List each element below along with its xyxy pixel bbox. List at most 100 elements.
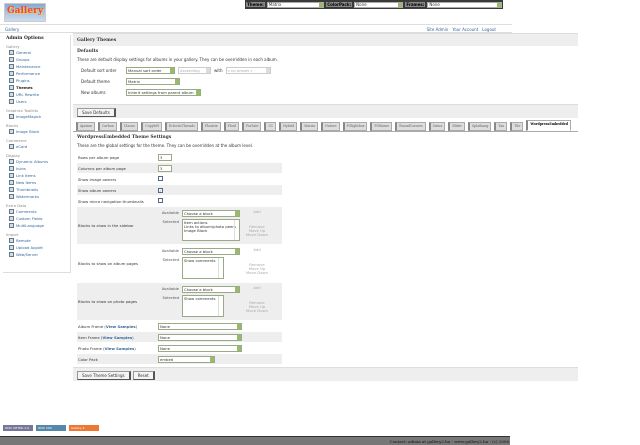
gallery-logo[interactable]: Gallery [4, 3, 46, 22]
sidebar-item-comments[interactable]: Comments [6, 208, 67, 215]
tab-classic[interactable]: Classic [119, 122, 139, 131]
selected-blocks-list[interactable]: Item actions Links to album/photo peers Im… [182, 219, 240, 241]
sidebar-item-users[interactable]: Users [6, 98, 67, 105]
selected-block-item[interactable]: Item actions [184, 220, 208, 225]
scrollbar[interactable] [218, 296, 223, 316]
site-admin-link[interactable]: Site Admin [426, 27, 449, 32]
tab-copyleft[interactable]: Copyleft [141, 122, 162, 131]
tab-forsale[interactable]: ForSale [241, 122, 262, 131]
tab-carbon[interactable]: Carbon [97, 122, 117, 131]
sort-order-select[interactable]: Manual sort order [126, 67, 175, 74]
album-frame-select[interactable]: None [158, 322, 242, 330]
tab-roundcorners[interactable]: RoundCorners [395, 122, 426, 131]
selected-block-item[interactable]: Show comments [184, 258, 216, 263]
tab-slider[interactable]: Slider [448, 122, 465, 131]
breadcrumb-gallery[interactable]: Gallery [5, 27, 20, 32]
tab-splathang[interactable]: Splathang [467, 122, 492, 131]
sidebar-item-image-block[interactable]: Image Block [6, 128, 67, 135]
item-frame-view-samples-link[interactable]: View Samples [102, 334, 133, 340]
sidebar-item-icons[interactable]: Icons [6, 165, 67, 172]
tab-nature[interactable]: Nature [321, 122, 340, 131]
add-block-button[interactable]: Add [253, 247, 261, 252]
sidebar-item-maintenance[interactable]: Maintenance [6, 63, 67, 70]
tab-tan[interactable]: Tan [494, 122, 508, 131]
photo-frame-view-samples-link[interactable]: View Samples [104, 345, 135, 351]
sidebar-item-dynamic-albums[interactable]: Dynamic Albums [6, 158, 67, 165]
selected-blocks-list[interactable]: Show comments [182, 257, 224, 279]
show-micro-nav-checkbox[interactable] [158, 198, 163, 203]
available-blocks-select[interactable]: Choose a block [182, 248, 240, 255]
available-blocks-select[interactable]: Choose a block [182, 286, 240, 293]
colorpack-select[interactable]: None [354, 1, 404, 8]
move-up-button[interactable]: Move Up [248, 266, 266, 271]
sidebar-item-custom-fields[interactable]: Custom Fields [6, 215, 67, 222]
sidebar-item-general[interactable]: General [6, 49, 67, 56]
new-albums-select[interactable]: Inherit settings from parent album [126, 89, 201, 96]
scrollbar[interactable] [234, 220, 239, 240]
tab-fluid[interactable]: Fluid [223, 122, 239, 131]
sidebar-item-multilanguage[interactable]: MultiLanguage [6, 222, 67, 229]
tab-ajaxian[interactable]: Ajaxian [76, 122, 95, 131]
default-theme-select[interactable]: Matrix [126, 78, 180, 85]
frames-select[interactable]: None [427, 1, 503, 8]
selected-block-item[interactable]: Show comments [184, 296, 216, 301]
sidebar-item-imagemagick[interactable]: ImageMagick [6, 113, 67, 120]
rows-per-page-input[interactable]: 3 [158, 153, 172, 161]
theme-select[interactable]: Matrix [266, 1, 325, 8]
sidebar-item-ecard[interactable]: eCard [6, 143, 67, 150]
save-defaults-button[interactable]: Save Defaults [77, 108, 116, 117]
selected-blocks-list[interactable]: Show comments [182, 295, 224, 317]
tab-hybrid[interactable]: Hybrid [279, 122, 298, 131]
selected-block-item[interactable]: Links to album/photo peers [184, 224, 236, 229]
show-image-owners-checkbox[interactable] [158, 176, 163, 181]
reset-button[interactable]: Reset [132, 371, 155, 380]
move-up-button[interactable]: Move Up [248, 228, 266, 233]
sidebar-item-performance[interactable]: Performance [6, 70, 67, 77]
selected-block-item[interactable]: Image Block [184, 228, 208, 233]
item-frame-select[interactable]: None [158, 333, 242, 341]
album-frame-view-samples-link[interactable]: View Samples [105, 323, 136, 329]
sort-preset-select[interactable]: « no preset » [225, 67, 271, 74]
color-pack-select[interactable]: embed [158, 355, 215, 363]
your-account-link[interactable]: Your Account [452, 27, 479, 32]
add-block-button[interactable]: Add [253, 285, 261, 290]
tab-pgtheme[interactable]: PGtheme [370, 122, 393, 131]
save-theme-settings-button[interactable]: Save Theme Settings [77, 371, 131, 380]
sidebar-item-remote[interactable]: Remote [6, 237, 67, 244]
sidebar-item-web-server[interactable]: Web/Server [6, 251, 67, 258]
tab-siriux[interactable]: Siriux [428, 122, 446, 131]
css-badge[interactable]: W3C CSS [36, 425, 66, 431]
tab-matrix[interactable]: Matrix [300, 122, 319, 131]
sidebar-item-link-items[interactable]: Link Items [6, 172, 67, 179]
tab-floatrix[interactable]: Floatrix [200, 122, 221, 131]
tab-wordpressembedded[interactable]: WordpressEmbedded [526, 120, 571, 131]
logout-link[interactable]: Logout [482, 27, 496, 32]
tab-pglightbox[interactable]: PGlightbox [342, 122, 368, 131]
sidebar-item-groups[interactable]: Groups [6, 56, 67, 63]
sidebar-item-url-rewrite[interactable]: URL Rewrite [6, 91, 67, 98]
sidebar-item-plugins[interactable]: Plugins [6, 77, 67, 84]
remove-block-button[interactable]: Remove [249, 262, 265, 267]
available-blocks-select[interactable]: Choose a block [182, 210, 240, 217]
add-block-button[interactable]: Add [253, 209, 261, 214]
move-up-button[interactable]: Move Up [248, 304, 266, 309]
show-album-owners-checkbox[interactable]: ✓ [158, 187, 163, 193]
photo-frame-select[interactable]: None [158, 344, 242, 352]
remove-block-button[interactable]: Remove [249, 224, 265, 229]
sidebar-item-watermarks[interactable]: Watermarks [6, 193, 67, 200]
scrollbar[interactable] [218, 258, 223, 278]
tab-g1[interactable]: G1 [264, 122, 277, 131]
sidebar-item-themes[interactable]: Themes [6, 84, 67, 91]
move-down-button[interactable]: Move Down [245, 308, 269, 313]
sidebar-item-thumbnails[interactable]: Thumbnails [6, 186, 67, 193]
move-down-button[interactable]: Move Down [245, 232, 269, 237]
remove-block-button[interactable]: Remove [249, 300, 265, 305]
sidebar-item-new-items[interactable]: New Items [6, 179, 67, 186]
sidebar-item-upload-applet[interactable]: Upload Applet [6, 244, 67, 251]
tab-eclecticthreads[interactable]: EclecticThreads [164, 122, 198, 131]
gallery-badge[interactable]: Gallery 2 [69, 425, 99, 431]
move-down-button[interactable]: Move Down [245, 270, 269, 275]
columns-per-page-input[interactable]: 3 [158, 164, 172, 172]
sort-direction-select[interactable]: Ascending [178, 67, 211, 74]
xhtml-badge[interactable]: W3C XHTML 1.0 [3, 425, 33, 431]
